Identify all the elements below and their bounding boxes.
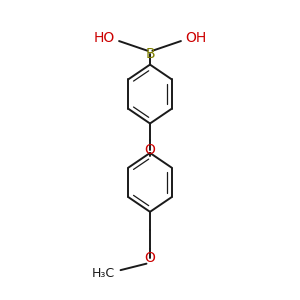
Text: OH: OH <box>185 31 207 45</box>
Text: HO: HO <box>93 31 115 45</box>
Text: B: B <box>145 47 155 61</box>
Text: O: O <box>145 251 155 266</box>
Text: H₃C: H₃C <box>92 267 115 280</box>
Text: O: O <box>145 143 155 157</box>
